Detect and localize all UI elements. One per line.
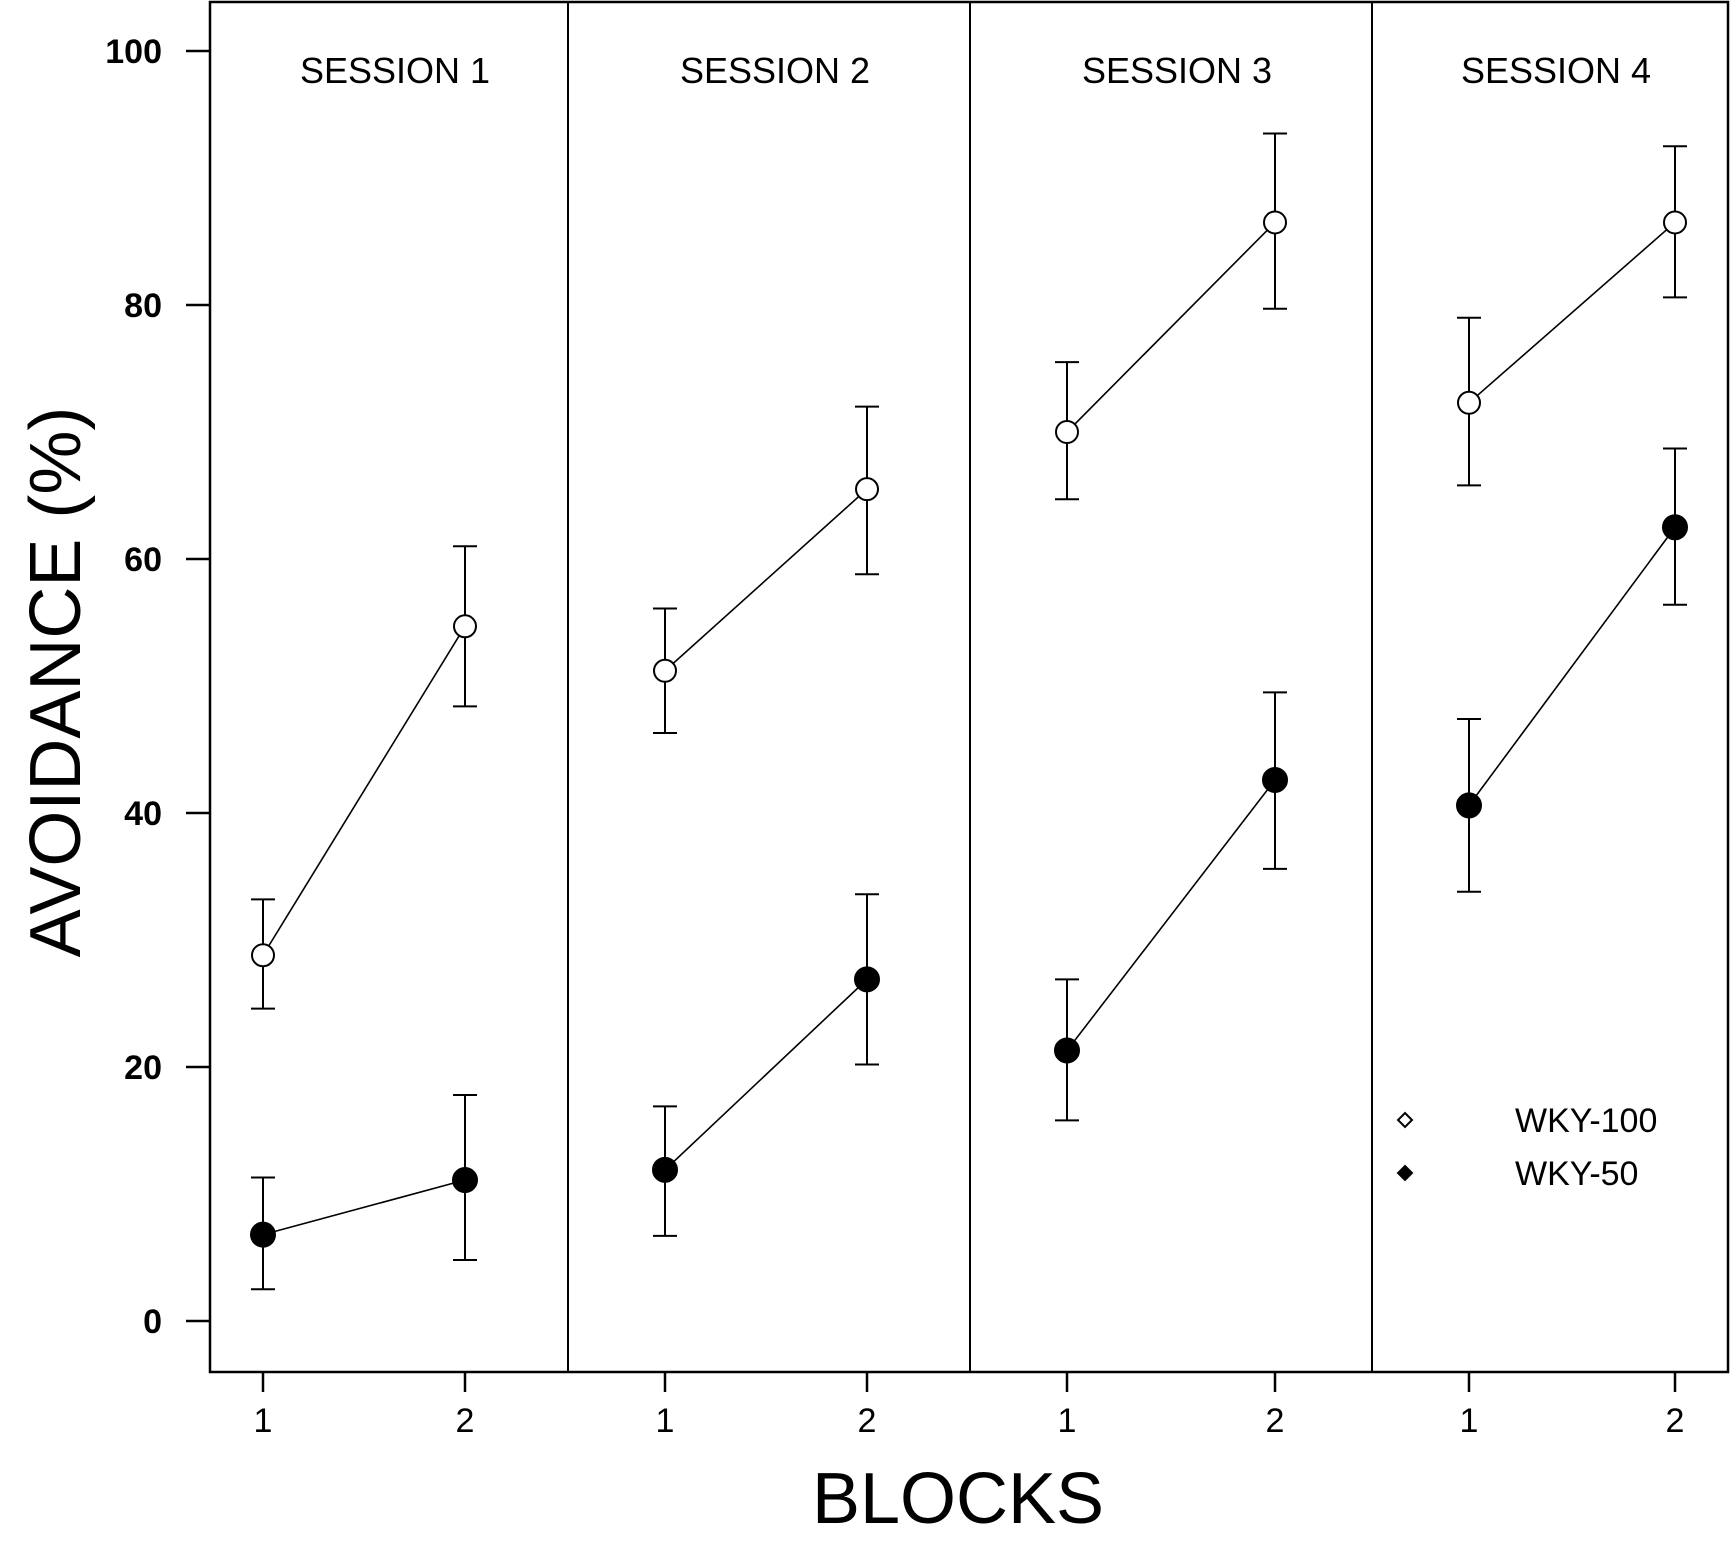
x-tick-label: 1 (1460, 1402, 1479, 1440)
panel-title: SESSION 2 (680, 50, 870, 91)
x-tick-label: 1 (254, 1402, 273, 1440)
data-point-filled (854, 966, 880, 993)
data-point-filled (1262, 766, 1288, 793)
x-tick-label: 2 (858, 1402, 877, 1440)
y-tick-label: 80 (124, 287, 162, 325)
y-tick-label: 0 (143, 1303, 162, 1341)
panel-session-2: SESSION 2 (652, 50, 880, 1237)
panel-session-4: SESSION 4 (1456, 50, 1688, 893)
data-point-filled (250, 1221, 276, 1248)
data-point-open (1663, 210, 1687, 235)
panel-session-3: SESSION 3 (1054, 50, 1288, 1122)
x-tick-label: 2 (1666, 1402, 1685, 1440)
y-tick-label: 40 (124, 795, 162, 833)
data-point-open (251, 943, 275, 968)
x-tick-label: 2 (456, 1402, 475, 1440)
series-line (1066, 779, 1276, 1051)
panel-title: SESSION 3 (1082, 50, 1272, 91)
legend-marker (1396, 1111, 1414, 1129)
y-tick-label: 20 (124, 1049, 162, 1087)
x-axis-title: BLOCKS (812, 1459, 1104, 1539)
series-wky-100 (1457, 145, 1687, 487)
legend-item-wky-50: WKY-50 (1396, 1155, 1638, 1193)
series-wky-50 (1054, 691, 1288, 1122)
series-wky-50 (652, 893, 880, 1237)
y-axis-title: AVOIDANCE (%) (16, 407, 96, 958)
data-point-filled (652, 1156, 678, 1183)
x-axis: 1 2 1 2 1 2 1 2 (254, 1372, 1685, 1440)
series-line (1468, 221, 1676, 404)
y-axis: 0 20 40 60 80 100 (105, 33, 210, 1341)
x-tick-label: 1 (656, 1402, 675, 1440)
series-line (262, 1179, 466, 1236)
panel-session-1: SESSION 1 (250, 50, 490, 1291)
series-wky-50 (1456, 447, 1688, 893)
y-tick-label: 100 (105, 33, 162, 71)
panel-title: SESSION 4 (1461, 50, 1651, 91)
data-point-filled (1456, 792, 1482, 819)
data-point-filled (1054, 1037, 1080, 1064)
series-line (664, 978, 868, 1171)
series-wky-50 (250, 1093, 478, 1291)
data-point-open (1457, 390, 1481, 415)
data-point-filled (452, 1167, 478, 1194)
data-point-open (1055, 420, 1079, 444)
series-line (1066, 221, 1276, 433)
data-point-open (653, 658, 677, 683)
plot-frame (208, 0, 1730, 1374)
data-point-open (453, 614, 477, 639)
panels: SESSION 1 SESSION 2 SESSION 3 SESSION 4 (250, 50, 1688, 1291)
series-line (262, 625, 466, 956)
data-point-open (1263, 210, 1287, 235)
data-point-open (855, 477, 879, 502)
legend-item-wky-100: WKY-100 (1396, 1102, 1657, 1140)
x-tick-label: 1 (1058, 1402, 1077, 1440)
legend-label: WKY-50 (1515, 1155, 1638, 1193)
series-wky-100 (653, 405, 879, 734)
series-wky-100 (1055, 132, 1287, 501)
y-tick-label: 60 (124, 541, 162, 579)
series-wky-100 (251, 545, 477, 1010)
data-point-filled (1662, 514, 1688, 541)
legend-label: WKY-100 (1515, 1102, 1657, 1140)
series-line (1468, 526, 1676, 806)
series-line (664, 488, 868, 672)
panel-title: SESSION 1 (300, 50, 490, 91)
legend: WKY-100 WKY-50 (1396, 1102, 1657, 1193)
x-tick-label: 2 (1266, 1402, 1285, 1440)
legend-marker (1396, 1164, 1414, 1182)
